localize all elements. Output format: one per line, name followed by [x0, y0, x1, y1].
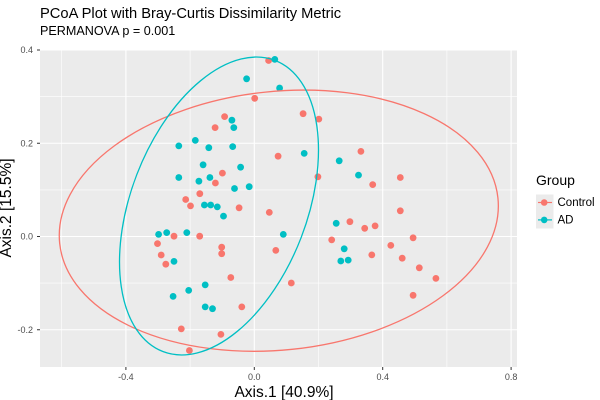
svg-text:Group: Group	[536, 172, 575, 188]
svg-text:Axis.1 [40.9%]: Axis.1 [40.9%]	[234, 384, 333, 400]
svg-text:Control: Control	[558, 197, 595, 209]
svg-text:0.4: 0.4	[20, 45, 33, 55]
svg-text:0.2: 0.2	[20, 138, 33, 148]
svg-text:Axis.2 [15.5%]: Axis.2 [15.5%]	[0, 158, 15, 257]
svg-text:0.0: 0.0	[20, 232, 33, 242]
svg-text:-0.2: -0.2	[17, 325, 33, 335]
svg-text:0.8: 0.8	[505, 372, 518, 382]
svg-text:0.0: 0.0	[248, 372, 261, 382]
svg-text:0.4: 0.4	[376, 372, 389, 382]
svg-text:-0.4: -0.4	[118, 372, 134, 382]
svg-text:AD: AD	[558, 214, 574, 226]
